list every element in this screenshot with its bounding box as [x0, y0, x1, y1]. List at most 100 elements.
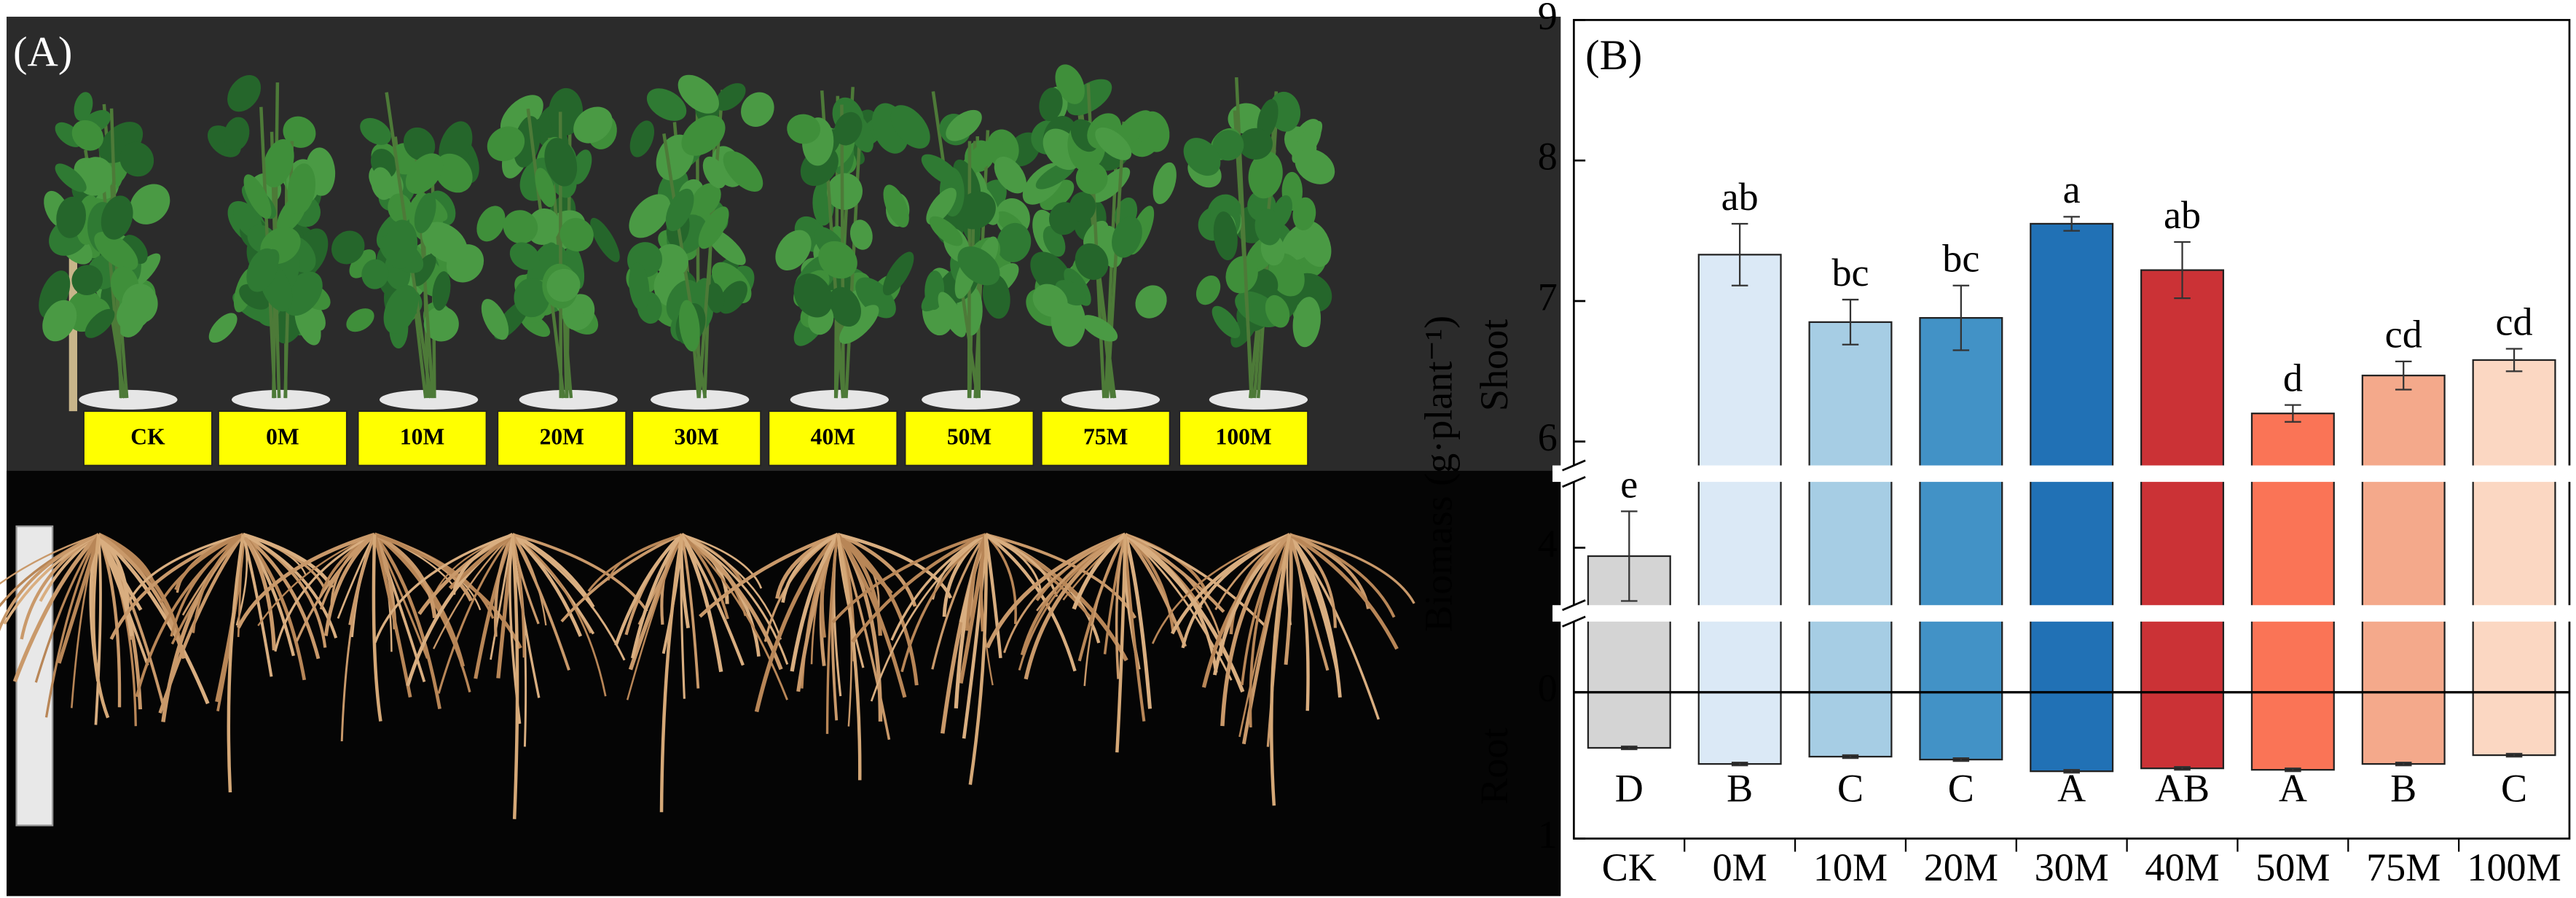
taproot — [372, 534, 382, 722]
root-strand — [241, 534, 273, 677]
root-strand — [158, 533, 245, 714]
shoot-letter: ab — [2164, 193, 2201, 237]
leaf — [414, 192, 436, 233]
shoot-error-bar — [2174, 241, 2191, 300]
leaf — [629, 194, 671, 238]
root-strand — [340, 534, 376, 742]
root-bar — [1697, 691, 1782, 765]
shoot-bar — [1808, 321, 1893, 693]
root-strand — [931, 534, 987, 670]
root-strand — [1170, 533, 1291, 635]
shoot-bar — [2030, 222, 2114, 693]
leaf — [629, 262, 650, 311]
leaf — [826, 173, 863, 210]
root-strand — [630, 533, 683, 659]
root-strand — [681, 533, 789, 665]
root-strand — [1003, 533, 1126, 654]
leaf — [715, 83, 746, 111]
leaf — [698, 206, 729, 249]
shoot-label: Shoot — [1472, 319, 1516, 411]
root-strand — [1288, 534, 1340, 676]
shoot-bar — [2250, 413, 2335, 693]
treatment-tag — [632, 410, 762, 466]
root-strand — [870, 534, 986, 702]
taproot — [659, 534, 684, 813]
treatment-tag — [357, 410, 487, 466]
root-error-bar — [1621, 745, 1638, 751]
leaf — [957, 246, 1000, 286]
root-strand — [192, 534, 244, 633]
leaf — [1069, 192, 1096, 222]
root-strand — [44, 534, 100, 718]
root-strand — [680, 534, 788, 700]
treatment-text: 30M — [674, 424, 718, 450]
leaf — [130, 184, 170, 224]
root-strand — [135, 533, 244, 698]
root-bar — [2030, 691, 2114, 773]
leaf — [1055, 64, 1085, 104]
root-strand — [372, 534, 412, 698]
root-strand — [699, 533, 839, 618]
leaf — [360, 117, 391, 145]
root-error-bar — [1731, 761, 1748, 767]
leaf — [385, 219, 418, 269]
leaf — [926, 187, 957, 225]
leaf — [559, 218, 594, 251]
treatment-text: 20M — [540, 424, 584, 450]
leaf — [890, 105, 930, 149]
root-strand — [607, 534, 683, 581]
root-bar — [1587, 691, 1671, 749]
leaf — [56, 196, 87, 238]
leaf — [646, 88, 687, 121]
leaf — [503, 210, 538, 244]
leaf — [921, 154, 961, 187]
leaf — [403, 127, 436, 161]
y-tick-label: 0 — [1538, 666, 1558, 710]
leaf — [665, 188, 694, 232]
y-tick-label: 9 — [1538, 0, 1558, 38]
root-error-bar — [2285, 767, 2301, 773]
leaf — [122, 284, 158, 324]
root-strand — [1288, 533, 1399, 650]
leaf — [85, 308, 115, 338]
shoot-letter: cd — [2385, 313, 2422, 356]
axis-break — [1552, 465, 2575, 483]
leaf — [849, 219, 873, 250]
root-strand — [965, 534, 988, 631]
treatment-text: 0M — [266, 424, 299, 450]
root-bar — [2250, 691, 2335, 771]
root-strand — [614, 533, 683, 647]
root-strand — [0, 534, 99, 585]
panel-label: (A) — [13, 28, 72, 75]
pot — [651, 389, 750, 410]
leaf — [706, 282, 725, 313]
pot — [231, 389, 331, 410]
shoot-letter: a — [2063, 168, 2081, 211]
y-tick-label: 4 — [1538, 522, 1558, 566]
leaf — [487, 126, 525, 162]
root-strand — [257, 534, 375, 627]
leaf — [405, 153, 444, 194]
leaf — [1195, 275, 1221, 305]
leaf — [1081, 315, 1118, 342]
shoot-bar — [2361, 375, 2446, 693]
pot — [379, 389, 479, 410]
leaf — [1139, 111, 1170, 152]
root-strand — [511, 533, 583, 637]
shoot-bar — [2472, 359, 2556, 693]
root-bar — [1919, 691, 2003, 761]
y-tick-label: 6 — [1538, 415, 1558, 459]
leaf — [371, 167, 393, 200]
leaf — [422, 222, 468, 263]
leaf — [1183, 138, 1221, 176]
root-strand — [680, 534, 700, 689]
root-strand — [12, 533, 101, 682]
root-strand — [0, 533, 100, 632]
root-strand — [790, 533, 840, 672]
leaf — [929, 216, 963, 246]
leaf — [1292, 297, 1321, 348]
pot — [1061, 389, 1161, 410]
y-tick-label: 7 — [1538, 275, 1558, 319]
